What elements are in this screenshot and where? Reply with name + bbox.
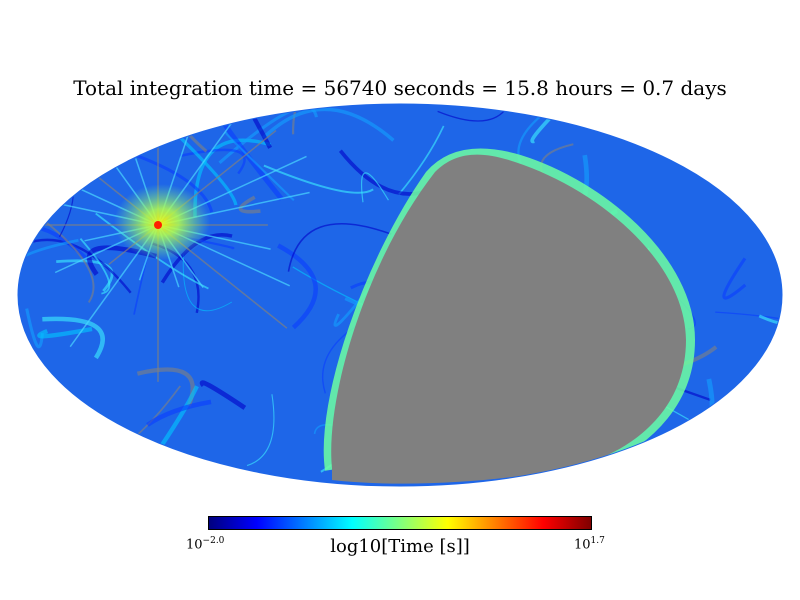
- scan-streak: [262, 107, 395, 142]
- scan-streak: [133, 463, 204, 486]
- colorbar-min-label: 10−2.0: [186, 536, 225, 553]
- scan-streak: [656, 111, 715, 138]
- scan-streak: [25, 308, 44, 349]
- scan-streak: [758, 293, 782, 326]
- cyan-rim: [323, 148, 696, 471]
- scan-streak: [224, 131, 295, 201]
- colorbar-title: log10[Time [s]]: [330, 536, 470, 557]
- scan-streak: [18, 455, 81, 486]
- deep-field-core: [154, 221, 162, 229]
- chart-title: Total integration time = 56740 seconds =…: [73, 76, 727, 100]
- scan-streak: [277, 243, 318, 330]
- scan-streak: [79, 238, 111, 295]
- scan-streak: [263, 164, 374, 194]
- colorbar: [208, 516, 592, 530]
- scan-streak: [42, 316, 105, 360]
- scan-streak: [692, 104, 747, 122]
- scan-streak: [37, 104, 149, 122]
- scan-streak: [223, 104, 273, 149]
- scan-streak: [18, 104, 55, 183]
- map-content: [18, 104, 782, 486]
- scan-streak: [43, 123, 98, 163]
- scan-streak: [246, 394, 275, 467]
- scan-streak: [182, 254, 233, 312]
- map-outline: [17, 103, 783, 487]
- scan-streak: [238, 195, 261, 214]
- colorbar-max-label: 101.7: [574, 536, 605, 553]
- deep-field-hotspot: [114, 184, 210, 260]
- scan-streak: [722, 257, 747, 300]
- scan-streak: [530, 104, 597, 144]
- scan-streak: [199, 380, 247, 410]
- scan-streak: [662, 464, 701, 486]
- unobserved-region: [331, 154, 686, 484]
- scan-streak: [398, 125, 445, 195]
- sky-map: [17, 103, 783, 487]
- scan-streak: [37, 326, 93, 339]
- scan-streak: [29, 375, 42, 470]
- scan-streak: [146, 399, 212, 427]
- scan-streak: [715, 311, 782, 340]
- scan-streak: [287, 222, 392, 272]
- scan-streak: [752, 351, 782, 410]
